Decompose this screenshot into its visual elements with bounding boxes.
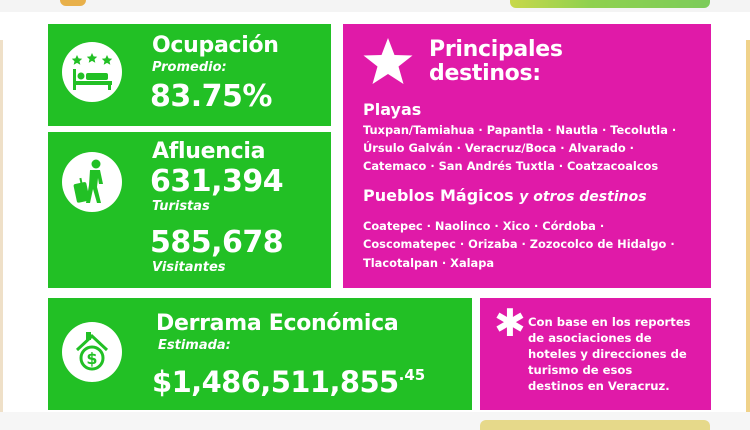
svg-text:$: $	[86, 349, 97, 368]
occupancy-subtitle: Promedio:	[152, 60, 227, 75]
traveler-luggage-icon	[62, 152, 122, 212]
footnote-line: hoteles y direcciones de	[528, 347, 687, 361]
tourists-value: 631,394	[150, 164, 284, 199]
pueblos-heading: Pueblos Mágicos y otros destinos	[363, 187, 647, 206]
footnote-line: destinos en Veracruz.	[528, 379, 670, 393]
pueblos-heading-main: Pueblos Mágicos	[363, 186, 514, 205]
visitors-value: 585,678	[150, 225, 284, 260]
footnote-text: Con base en los reportes de asociaciones…	[528, 314, 708, 394]
footnote-line: turismo de esos	[528, 363, 633, 377]
top-banner-fragment	[510, 0, 710, 8]
destinations-card: Principales destinos: Playas Tuxpan/Tami…	[343, 24, 711, 288]
left-edge	[0, 40, 3, 420]
occupancy-card: Ocupación Promedio: 83.75%	[48, 24, 331, 126]
footnote-line: Con base en los reportes	[528, 315, 691, 329]
hotel-bed-icon	[62, 42, 122, 102]
pueblos-heading-suffix: y otros destinos	[519, 189, 647, 205]
attendance-card: Afluencia 631,394 Turistas 585,678 Visit…	[48, 132, 331, 288]
occupancy-value: 83.75%	[150, 79, 272, 114]
pueblos-line-3: Tlacotalpan · Xalapa	[363, 256, 495, 270]
pueblos-line-1: Coatepec · Naolinco · Xico · Córdoba ·	[363, 219, 605, 233]
asterisk-icon: ✱	[494, 301, 526, 345]
economic-impact-card: $ Derrama Económica Estimada: $1,486,511…	[48, 298, 472, 410]
top-logo-fragment	[60, 0, 86, 6]
right-edge	[746, 40, 750, 420]
beaches-line-1: Tuxpan/Tamiahua · Papantla · Nautla · Te…	[363, 123, 677, 137]
economic-impact-title: Derrama Económica	[156, 311, 399, 336]
pueblos-line-2: Coscomatepec · Orizaba · Zozocolco de Hi…	[363, 237, 675, 251]
visitors-label: Visitantes	[152, 260, 226, 275]
attendance-title: Afluencia	[152, 139, 266, 164]
occupancy-title: Ocupación	[152, 33, 279, 58]
economic-impact-value-cents: .45	[398, 366, 426, 384]
bottom-banner-fragment	[480, 420, 710, 430]
footnote-card: ✱ Con base en los reportes de asociacion…	[480, 298, 711, 410]
economic-impact-subtitle: Estimada:	[158, 338, 231, 353]
tourists-label: Turistas	[152, 199, 210, 214]
footnote-line: de asociaciones de	[528, 331, 652, 345]
beaches-line-2: Úrsulo Galván · Veracruz/Boca · Alvarado…	[363, 141, 634, 155]
beaches-heading: Playas	[363, 100, 422, 119]
destinations-title-line2: destinos:	[429, 61, 541, 86]
money-house-icon: $	[62, 322, 122, 382]
beaches-line-3: Catemaco · San Andrés Tuxtla · Coatzacoa…	[363, 159, 659, 173]
economic-impact-value: $1,486,511,855.45	[152, 365, 425, 399]
star-icon	[363, 38, 413, 84]
economic-impact-value-main: $1,486,511,855	[152, 365, 399, 399]
destinations-title-line1: Principales	[429, 37, 563, 62]
